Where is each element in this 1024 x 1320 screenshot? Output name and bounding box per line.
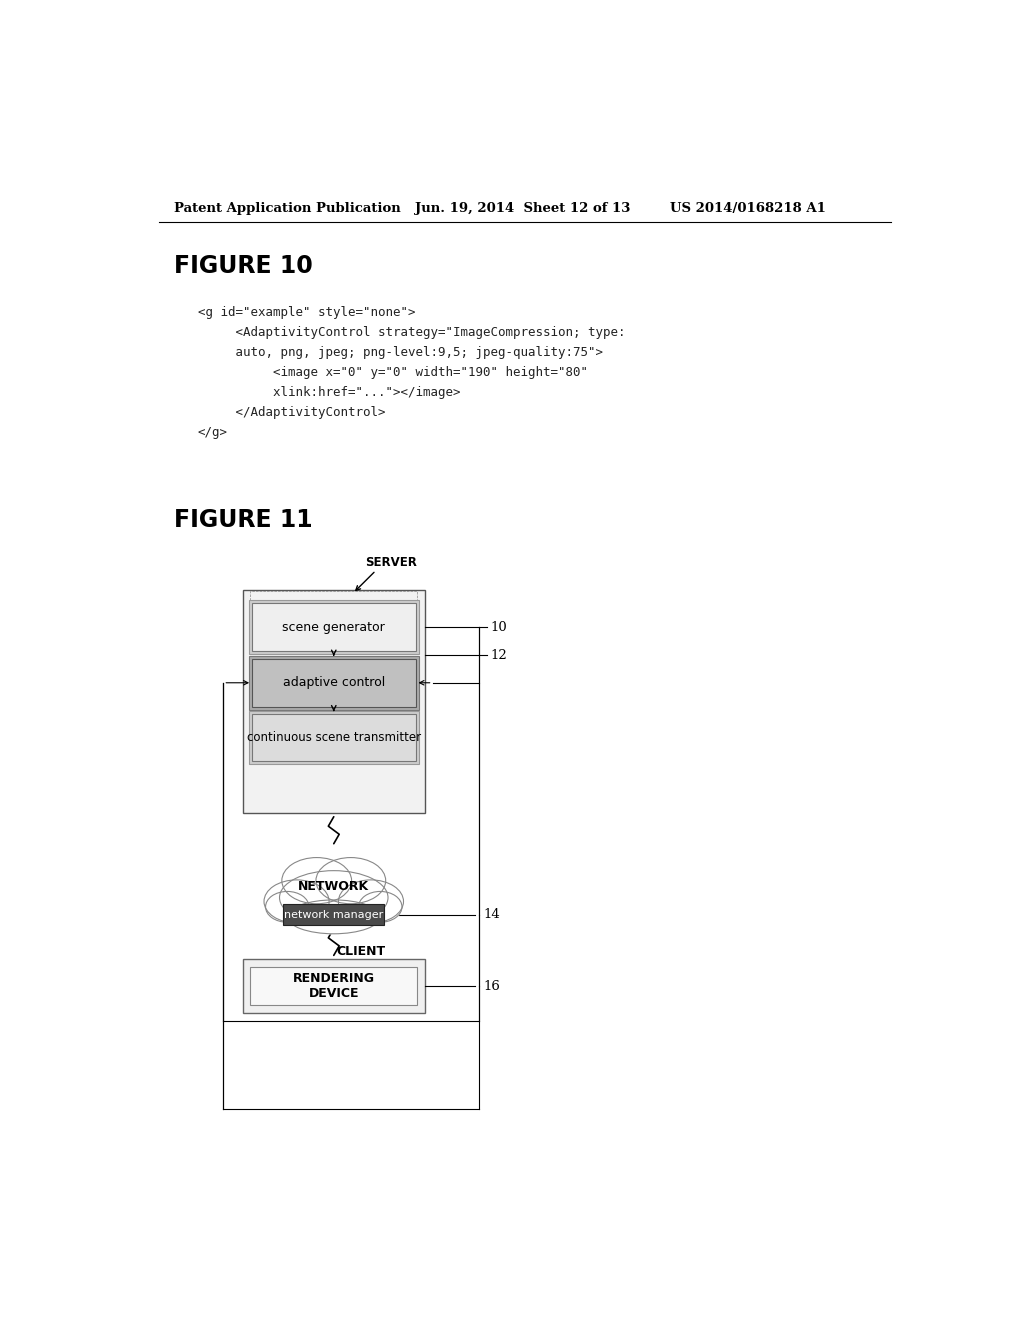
- Bar: [284, 904, 384, 925]
- Text: 14: 14: [483, 908, 500, 921]
- Bar: [251, 591, 417, 601]
- Ellipse shape: [265, 891, 309, 923]
- Text: 10: 10: [490, 620, 508, 634]
- Text: Jun. 19, 2014  Sheet 12 of 13: Jun. 19, 2014 Sheet 12 of 13: [415, 202, 630, 215]
- Ellipse shape: [280, 871, 388, 924]
- Text: scene generator: scene generator: [283, 620, 385, 634]
- Text: NETWORK: NETWORK: [298, 879, 370, 892]
- Text: US 2014/0168218 A1: US 2014/0168218 A1: [671, 202, 826, 215]
- Bar: [249, 601, 419, 655]
- Text: <g id="example" style="none">: <g id="example" style="none">: [198, 306, 416, 319]
- Text: FIGURE 10: FIGURE 10: [174, 255, 313, 279]
- Text: </g>: </g>: [198, 426, 227, 440]
- Ellipse shape: [358, 891, 402, 923]
- Text: xlink:href="..."></image>: xlink:href="..."></image>: [198, 385, 460, 399]
- Text: adaptive control: adaptive control: [283, 676, 385, 689]
- Ellipse shape: [316, 858, 386, 904]
- Text: <image x="0" y="0" width="190" height="80": <image x="0" y="0" width="190" height="8…: [198, 366, 588, 379]
- Ellipse shape: [264, 880, 329, 923]
- Bar: [243, 590, 425, 813]
- Ellipse shape: [288, 900, 380, 933]
- Bar: [243, 960, 425, 1014]
- Bar: [251, 966, 417, 1006]
- Text: FIGURE 11: FIGURE 11: [174, 508, 313, 532]
- Text: network manager: network manager: [284, 909, 383, 920]
- Text: RENDERING
DEVICE: RENDERING DEVICE: [293, 972, 375, 1001]
- Text: 16: 16: [483, 979, 500, 993]
- Bar: [249, 656, 419, 710]
- Bar: [249, 711, 419, 763]
- Text: continuous scene transmitter: continuous scene transmitter: [247, 731, 421, 744]
- Ellipse shape: [338, 880, 403, 923]
- Text: <AdaptivityControl strategy="ImageCompression; type:: <AdaptivityControl strategy="ImageCompre…: [198, 326, 626, 339]
- Bar: [252, 714, 416, 760]
- Bar: [252, 659, 416, 706]
- Ellipse shape: [282, 858, 351, 904]
- Text: </AdaptivityControl>: </AdaptivityControl>: [198, 407, 385, 418]
- Text: 12: 12: [490, 648, 508, 661]
- Text: auto, png, jpeg; png-level:9,5; jpeg-quality:75">: auto, png, jpeg; png-level:9,5; jpeg-qua…: [198, 346, 603, 359]
- Text: Patent Application Publication: Patent Application Publication: [174, 202, 401, 215]
- Text: SERVER: SERVER: [366, 556, 418, 569]
- Bar: [252, 603, 416, 651]
- Text: CLIENT: CLIENT: [336, 945, 385, 958]
